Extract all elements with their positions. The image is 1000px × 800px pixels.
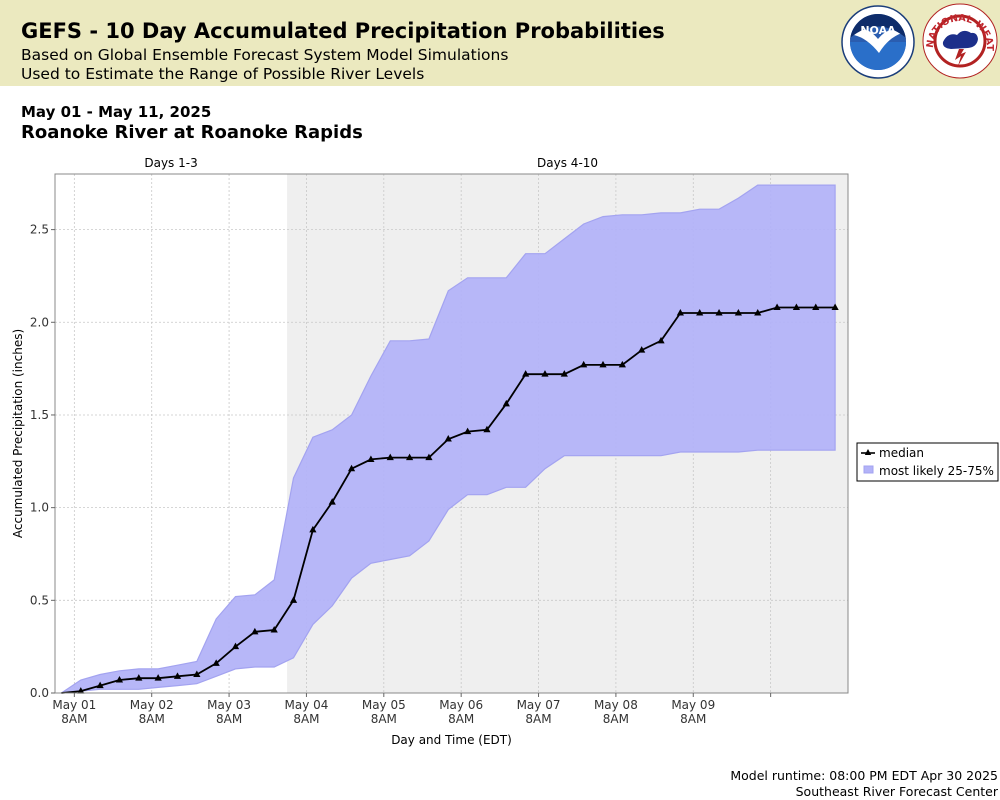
page-subtitle-2: Used to Estimate the Range of Possible R… — [21, 65, 425, 83]
x-tick-label-date: May 01 — [52, 698, 96, 712]
median-point — [696, 309, 704, 316]
x-tick-label-time: 8AM — [139, 712, 165, 726]
median-point — [212, 659, 220, 666]
median-point — [367, 455, 375, 462]
date-range: May 01 - May 11, 2025 — [21, 103, 212, 121]
page-subtitle: Based on Global Ensemble Forecast System… — [21, 46, 509, 64]
x-tick-label-time: 8AM — [680, 712, 706, 726]
period-label-days-1-3: Days 1-3 — [144, 156, 197, 170]
y-tick-label: 0.5 — [30, 593, 49, 607]
y-tick-label: 0.0 — [30, 686, 49, 700]
legend-median-marker — [864, 449, 872, 455]
x-axis-label: Day and Time (EDT) — [391, 733, 512, 747]
median-point — [502, 399, 510, 407]
model-runtime: Model runtime: 08:00 PM EDT Apr 30 2025 — [730, 768, 998, 783]
median-point — [792, 303, 801, 310]
legend-box — [856, 442, 999, 482]
median-point — [483, 425, 491, 433]
median-point — [560, 370, 568, 377]
median-point — [386, 453, 394, 461]
legend: median most likely 25-75% — [856, 442, 999, 482]
median-point — [541, 370, 549, 377]
x-tick-label-time: 8AM — [448, 712, 474, 726]
location-title: Roanoke River at Roanoke Rapids — [21, 122, 363, 143]
x-tick-label-date: May 05 — [362, 698, 406, 712]
y-axis-label: Accumulated Precipitation (inches) — [11, 329, 25, 538]
median-point — [522, 370, 530, 377]
period-label-days-4-10: Days 4-10 — [537, 156, 598, 170]
y-tick-label: 1.5 — [30, 408, 49, 422]
noaa-logo[interactable]: NOAA — [841, 5, 915, 79]
median-point — [773, 303, 781, 310]
median-point — [328, 498, 336, 505]
x-tick-label-time: 8AM — [293, 712, 319, 726]
header-banner: GEFS - 10 Day Accumulated Precipitation … — [0, 0, 1000, 86]
median-point — [734, 309, 742, 316]
x-tick-label-date: May 09 — [671, 698, 715, 712]
median-point — [580, 360, 588, 368]
legend-band-label: most likely 25-75% — [879, 464, 994, 478]
median-point — [405, 453, 414, 461]
median-point — [270, 625, 278, 633]
x-tick-label-date: May 02 — [130, 698, 174, 712]
median-point — [444, 435, 452, 442]
page-title: GEFS - 10 Day Accumulated Precipitation … — [21, 19, 665, 43]
x-tick-label-date: May 04 — [284, 698, 328, 712]
median-point — [193, 670, 201, 677]
noaa-logo-text: NOAA — [860, 24, 896, 37]
median-point — [599, 360, 607, 368]
x-tick-label-time: 8AM — [525, 712, 551, 726]
median-point — [309, 525, 317, 533]
median-point — [618, 360, 626, 368]
x-tick-label-date: May 03 — [207, 698, 251, 712]
median-point — [657, 336, 665, 344]
y-tick-label: 1.0 — [30, 501, 49, 515]
median-point — [77, 687, 85, 694]
median-point — [715, 309, 723, 316]
median-point — [638, 346, 646, 353]
median-point — [464, 427, 472, 435]
y-tick-label: 2.5 — [30, 223, 49, 237]
median-markers — [77, 303, 839, 694]
median-point — [115, 676, 124, 683]
median-point — [251, 627, 259, 635]
x-tick-label-date: May 08 — [594, 698, 638, 712]
x-tick-label-date: May 06 — [439, 698, 483, 712]
median-point — [425, 453, 433, 461]
median-point — [135, 674, 143, 681]
x-tick-label-time: 8AM — [216, 712, 242, 726]
x-tick-label-time: 8AM — [371, 712, 397, 726]
plot-frame — [54, 173, 849, 694]
median-point — [676, 309, 684, 316]
median-point — [96, 681, 104, 689]
nws-logo[interactable]: NATIONAL WEATHER SERVICE — [921, 2, 999, 80]
y-tick-label: 2.0 — [30, 315, 49, 329]
median-point — [154, 674, 162, 681]
median-point — [231, 642, 240, 650]
median-point — [831, 303, 839, 310]
legend-band-swatch — [863, 465, 874, 474]
median-point — [754, 309, 762, 316]
median-point — [347, 464, 356, 472]
forecast-center: Southeast River Forecast Center — [795, 784, 998, 799]
x-tick-label-time: 8AM — [603, 712, 629, 726]
legend-median-label: median — [879, 446, 924, 460]
median-point — [812, 303, 820, 310]
median-point — [173, 672, 182, 679]
x-tick-label-time: 8AM — [61, 712, 87, 726]
x-tick-label-date: May 07 — [517, 698, 561, 712]
median-point — [289, 596, 298, 603]
